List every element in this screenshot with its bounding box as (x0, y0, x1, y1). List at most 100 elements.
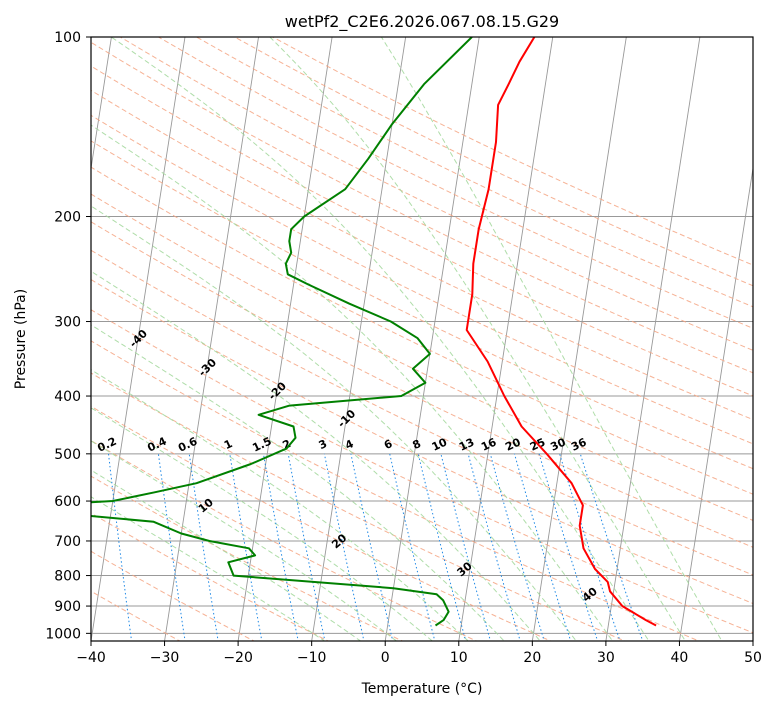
dry-adiabat-line (91, 475, 404, 641)
y-tick-label: 800 (54, 569, 81, 585)
isotherm-line (311, 37, 407, 641)
dry-adiabat-line (91, 65, 753, 397)
moist-adiabat-line (269, 37, 686, 641)
dry-adiabat-line (91, 221, 753, 548)
x-tick-label: −10 (297, 650, 327, 666)
dry-adiabat-line (91, 512, 330, 641)
isotherm-line (91, 37, 112, 172)
adiabat-label: 0 (80, 466, 94, 481)
isotherm-line (531, 37, 627, 641)
dry-adiabat-line (91, 193, 753, 521)
mixing-ratio-line (489, 453, 545, 641)
mixing-ratio-label: 20 (503, 435, 523, 453)
mixing-ratio-line (263, 453, 299, 641)
mixing-ratio-label: 36 (569, 435, 589, 453)
isotherm-label: -40 (127, 327, 150, 350)
moist-adiabat-line (91, 369, 469, 641)
mixing-ratio-label: 0.4 (145, 435, 168, 455)
x-tick-label: −30 (150, 650, 180, 666)
isotherm-line (458, 37, 554, 641)
mixing-ratio-line (467, 453, 521, 641)
isotherm-label: -20 (266, 379, 289, 402)
mixing-ratio-line (579, 453, 644, 641)
x-tick-label: 0 (381, 650, 390, 666)
mixing-ratio-label: 6 (382, 437, 395, 452)
adiabat-label: 40 (580, 585, 600, 605)
mixing-ratio-line (417, 453, 467, 641)
y-tick-label: 900 (54, 599, 81, 615)
dry-adiabat-line (91, 166, 753, 495)
dry-adiabat-line (91, 278, 753, 605)
mixing-ratio-line (108, 453, 133, 641)
mixing-ratio-label: 30 (548, 435, 568, 453)
isotherm-line (678, 165, 753, 641)
dry-adiabat-line (91, 439, 478, 641)
x-tick-label: 10 (450, 650, 468, 666)
moist-adiabat-line (91, 407, 434, 641)
mixing-ratio-label: 3 (317, 437, 329, 452)
y-axis-label: Pressure (hPa) (13, 289, 29, 389)
isotherm-label: -10 (335, 407, 358, 430)
moist-adiabat-line (380, 37, 723, 641)
y-tick-label: 700 (54, 534, 81, 550)
isotherm-line (237, 37, 333, 641)
adiabat-label: 30 (455, 559, 475, 579)
x-axis-label: Temperature (°C) (361, 681, 483, 697)
mixing-ratio-line (538, 453, 599, 641)
dry-adiabat-line (272, 37, 753, 266)
isotherm-line (164, 37, 259, 641)
plot-frame (90, 36, 754, 642)
mixing-ratio-label: 10 (430, 435, 450, 453)
dry-adiabat-line (91, 140, 753, 470)
mixing-ratio-line (188, 453, 219, 641)
x-tick-label: −20 (223, 650, 253, 666)
y-tick-label: 500 (54, 447, 81, 463)
mixing-ratio-line (350, 453, 394, 641)
mixing-ratio-label: 13 (457, 436, 476, 454)
y-tick-label: 200 (54, 210, 81, 226)
adiabat-label: 10 (196, 496, 216, 516)
mixing-ratio-line (287, 453, 326, 641)
x-tick-label: 50 (744, 650, 762, 666)
moist-adiabat-line (91, 324, 505, 641)
mixing-ratio-line (514, 453, 572, 641)
mixing-ratio-line (440, 453, 492, 641)
moist-adiabat-line (91, 496, 326, 641)
x-tick-label: 20 (523, 650, 541, 666)
y-tick-label: 300 (54, 315, 81, 331)
y-tick-label: 600 (54, 494, 81, 510)
dry-adiabat-line (196, 37, 753, 308)
mixing-ratio-label: 4 (343, 437, 356, 452)
dry-adiabat-line (91, 340, 701, 641)
x-tick-label: 30 (597, 650, 615, 666)
moist-adiabat-line (91, 205, 577, 641)
moist-adiabat-line (91, 469, 362, 641)
isotherm-line (752, 638, 753, 641)
isotherm-line (605, 37, 701, 641)
mixing-ratio-line (229, 453, 263, 641)
mixing-ratio-label: 1 (222, 437, 234, 452)
dry-adiabat-line (91, 89, 753, 421)
temperature-profile-line (465, 37, 657, 627)
dry-adiabat-line (234, 37, 753, 287)
mixing-ratio-line (559, 453, 621, 641)
x-tick-label: −40 (76, 650, 106, 666)
y-tick-label: 1000 (45, 626, 81, 642)
y-tick-label: 400 (54, 389, 81, 405)
isotherm-label: -60 (0, 232, 18, 255)
moist-adiabat-line (91, 270, 541, 641)
isotherm-line (91, 37, 186, 641)
isotherm-label: -30 (196, 356, 219, 379)
mixing-ratio-label: 8 (411, 437, 423, 452)
dry-adiabat-line (91, 372, 627, 641)
dry-adiabat-line (91, 114, 753, 445)
moist-adiabat-line (91, 440, 398, 641)
dry-adiabat-line (91, 41, 753, 374)
moist-adiabat-line (110, 37, 650, 641)
adiabat-label: 20 (329, 531, 349, 551)
isotherm-label: -50 (60, 285, 83, 308)
dewpoint-profile-line (91, 37, 473, 627)
mixing-ratio-line (157, 453, 186, 641)
mixing-ratio-line (389, 453, 436, 641)
